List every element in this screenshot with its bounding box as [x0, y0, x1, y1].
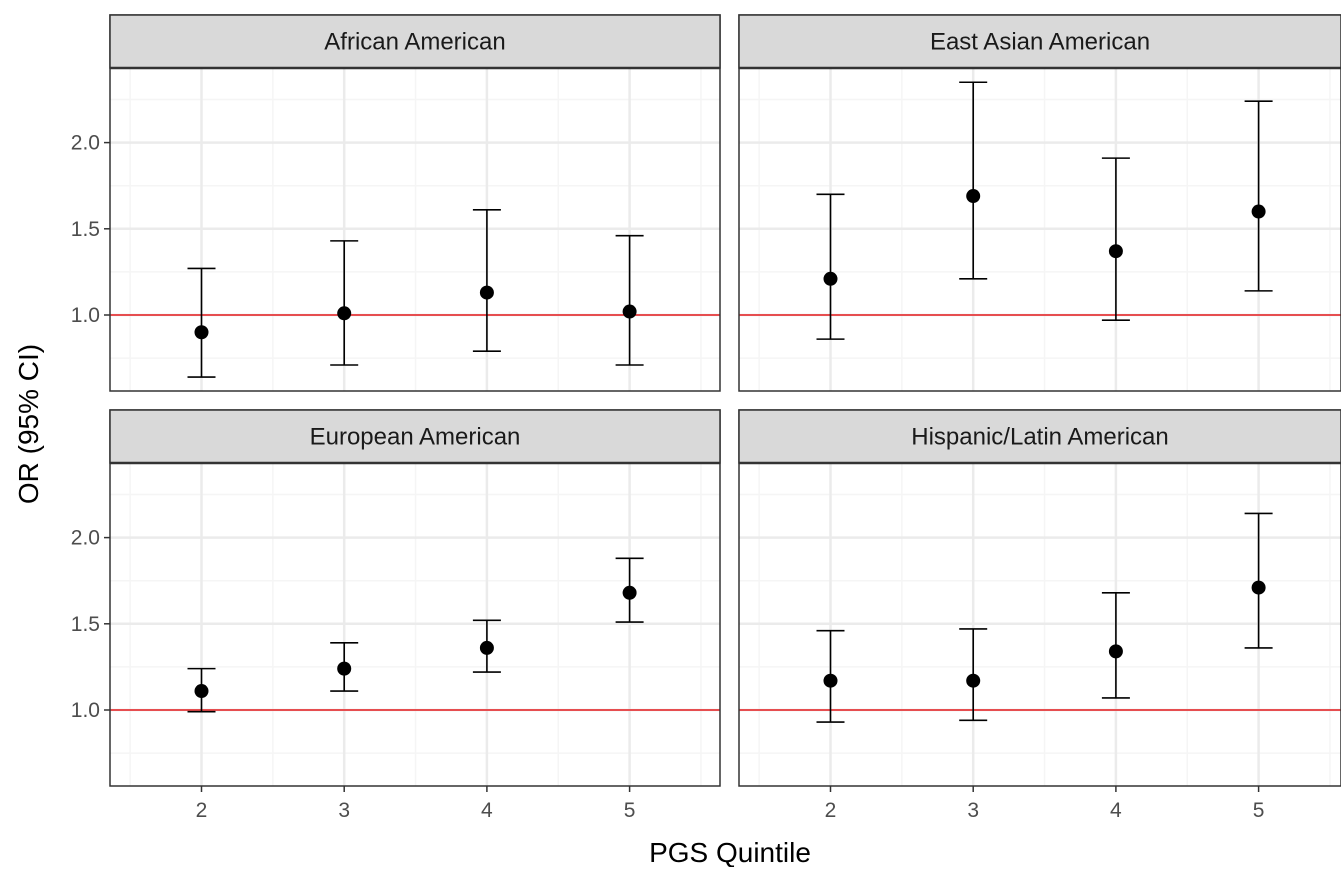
- or-point: [337, 661, 352, 676]
- x-tick-label: 4: [481, 799, 493, 822]
- facet-title: African American: [324, 29, 505, 56]
- or-point: [194, 684, 209, 699]
- facet-strip: [738, 409, 1341, 464]
- or-point: [479, 640, 494, 655]
- y-tick-label: 1.0: [71, 699, 100, 722]
- facet-panel: African American 1.0 1.5 2.0: [71, 14, 721, 392]
- or-point: [966, 189, 981, 204]
- or-point: [823, 673, 838, 688]
- or-point: [966, 673, 981, 688]
- or-point: [1108, 244, 1123, 259]
- or-point: [194, 325, 209, 340]
- y-tick-label: 1.5: [71, 613, 100, 636]
- x-tick-label: 5: [624, 799, 636, 822]
- or-point: [622, 304, 637, 319]
- facet-strip: [109, 409, 721, 464]
- facet-panel: European American 1.0 1.5 2.0 2 3 4 5: [71, 409, 721, 822]
- or-point: [823, 271, 838, 286]
- facet-panel: Hispanic/Latin American 2 3 4 5: [738, 409, 1341, 822]
- x-tick-label: 3: [338, 799, 350, 822]
- or-point: [479, 285, 494, 300]
- facet-title: European American: [310, 424, 521, 451]
- facet-title: East Asian American: [930, 29, 1150, 56]
- y-tick-label: 2.0: [71, 527, 100, 550]
- or-point: [1251, 580, 1266, 595]
- or-point: [1108, 644, 1123, 659]
- y-tick-label: 1.0: [71, 304, 100, 327]
- y-tick-label: 2.0: [71, 132, 100, 155]
- facet-title: Hispanic/Latin American: [911, 424, 1168, 451]
- x-axis-title: PGS Quintile: [649, 837, 811, 867]
- x-tick-label: 3: [967, 799, 979, 822]
- x-tick-label: 4: [1110, 799, 1122, 822]
- y-axis-title: OR (95% CI): [13, 344, 44, 504]
- facet-strip: [109, 14, 721, 69]
- facet-panel: East Asian American: [738, 14, 1341, 392]
- x-tick-label: 2: [825, 799, 837, 822]
- or-point: [1251, 204, 1266, 219]
- x-tick-label: 2: [196, 799, 208, 822]
- or-point: [337, 306, 352, 321]
- y-tick-label: 1.5: [71, 218, 100, 241]
- x-tick-label: 5: [1253, 799, 1265, 822]
- panels-layer: African American 1.0 1.5 2.0 East Asian Amer…: [71, 14, 1341, 822]
- or-point: [622, 585, 637, 600]
